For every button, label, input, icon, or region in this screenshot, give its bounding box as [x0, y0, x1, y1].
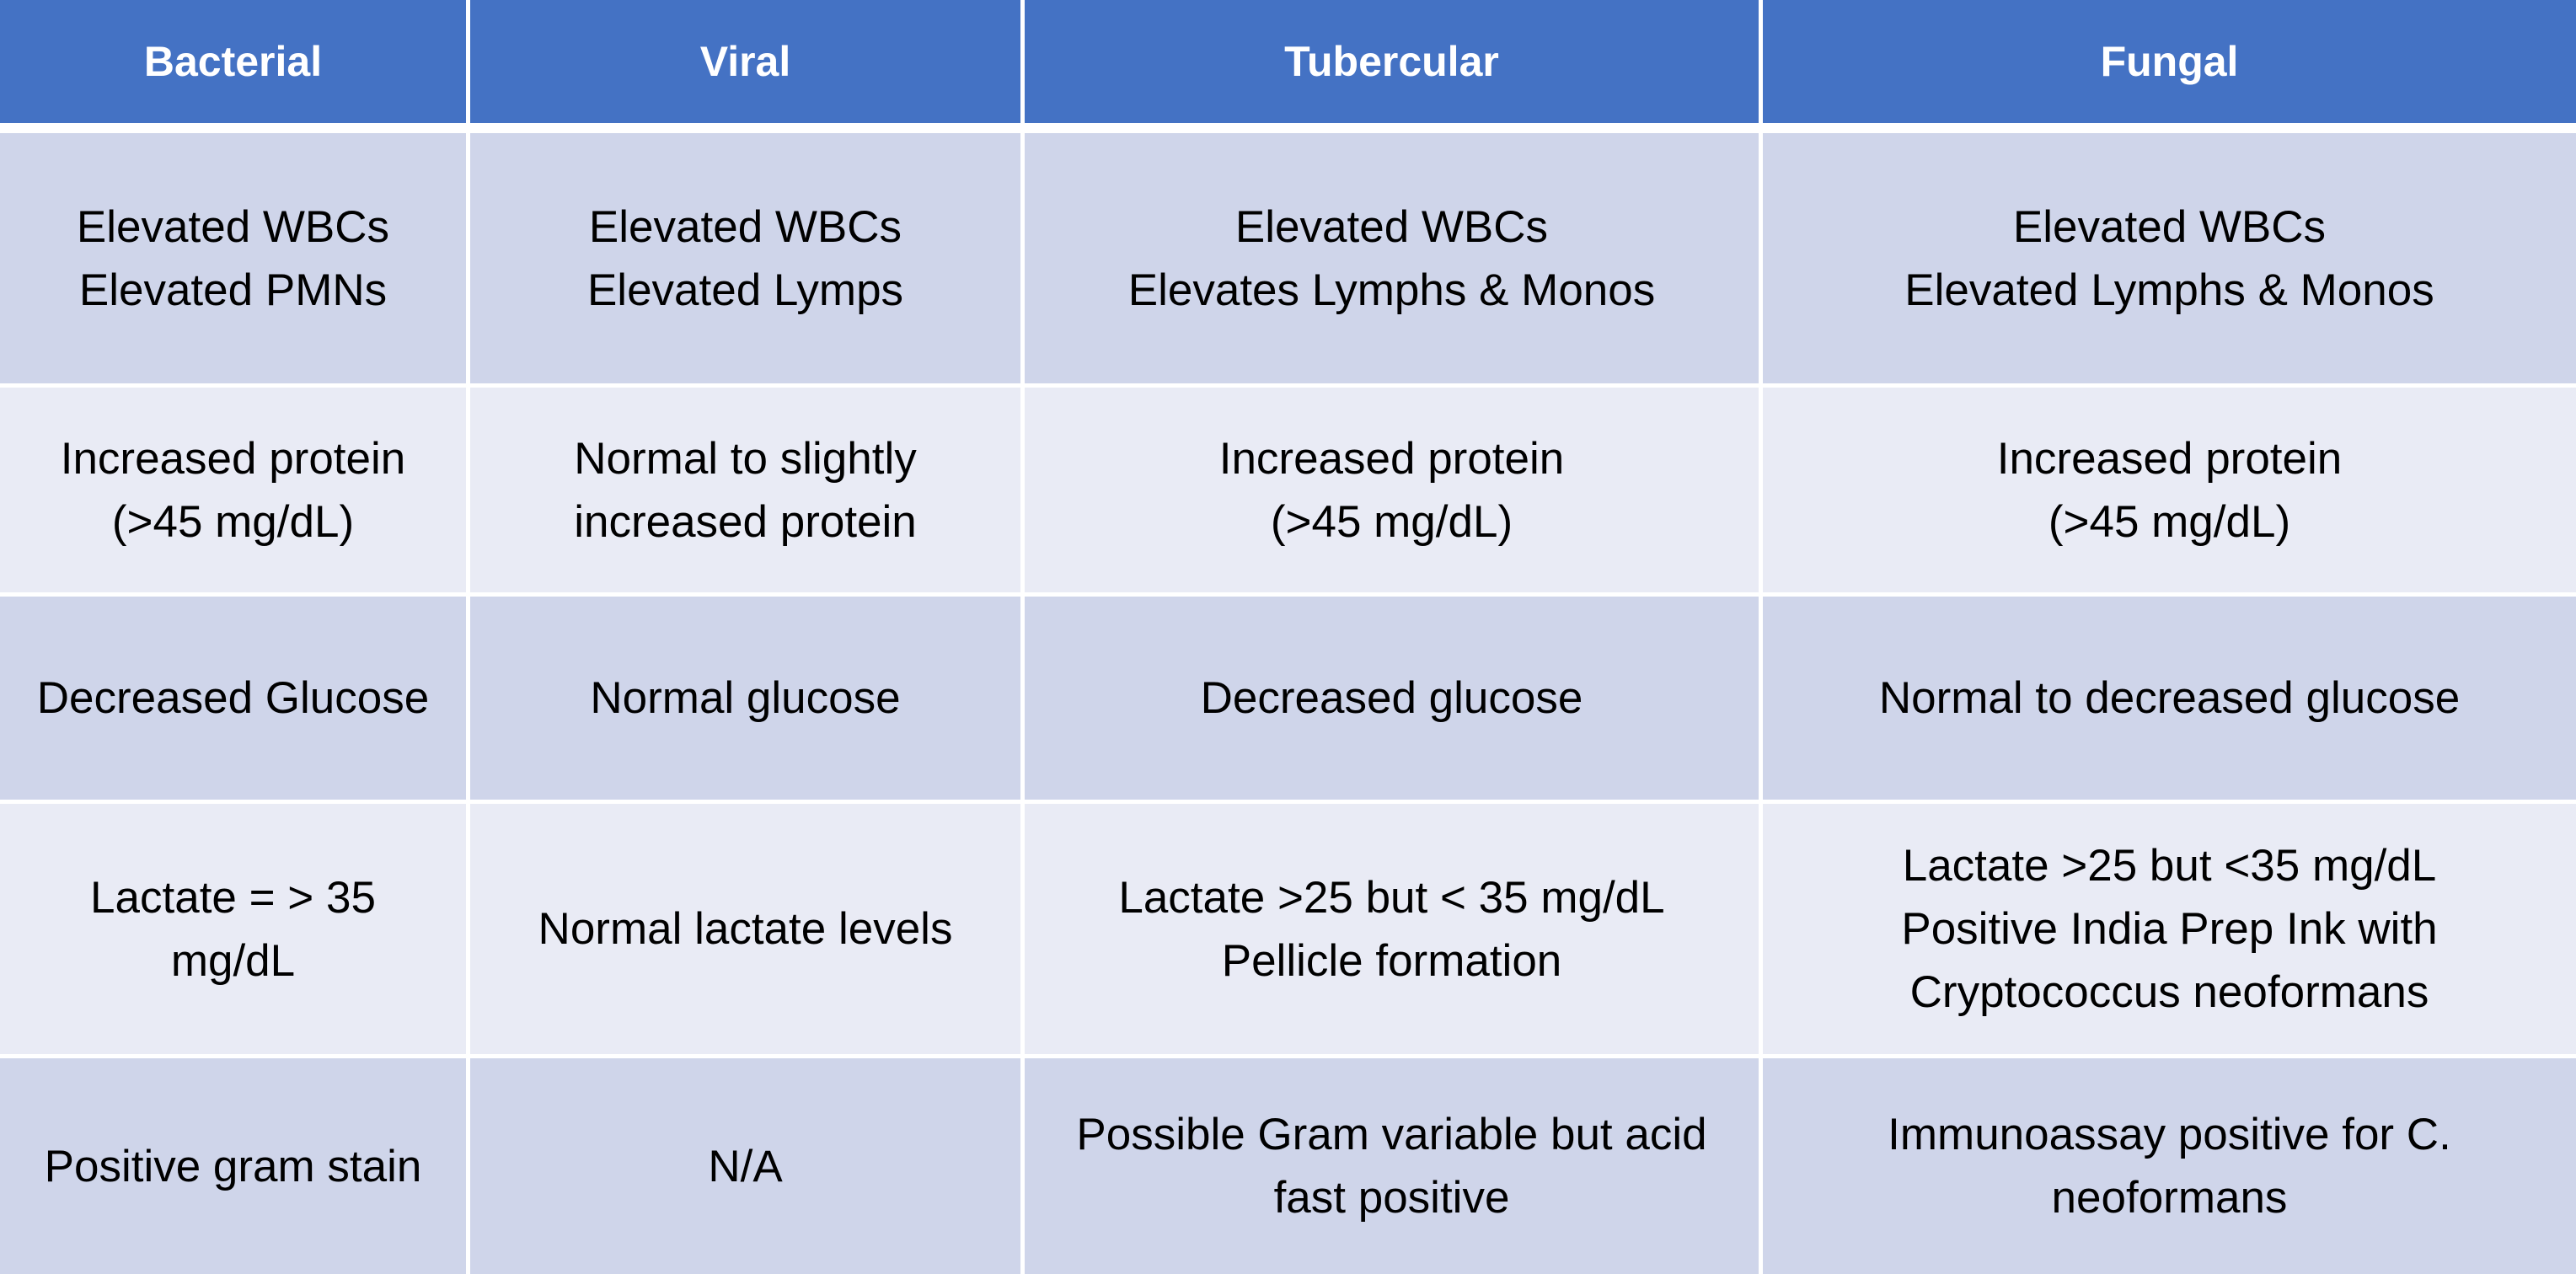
table-cell: Normal to decreased glucose [1763, 597, 2576, 804]
header-fungal: Fungal [1763, 0, 2576, 133]
table-cell: Positive gram stain [0, 1058, 470, 1274]
table-cell: Increased protein (>45 mg/dL) [0, 388, 470, 597]
table-cell: Elevated WBCs Elevated Lymps [470, 133, 1025, 388]
table-cell: Increased protein (>45 mg/dL) [1763, 388, 2576, 597]
table-cell: Normal to slightly increased protein [470, 388, 1025, 597]
header-tubercular: Tubercular [1025, 0, 1763, 133]
table-cell: Lactate = > 35 mg/dL [0, 804, 470, 1058]
table-cell: Increased protein (>45 mg/dL) [1025, 388, 1763, 597]
table-cell: Immunoassay positive for C. neoformans [1763, 1058, 2576, 1274]
table-cell: Lactate >25 but <35 mg/dL Positive India… [1763, 804, 2576, 1058]
table-cell: Elevated WBCs Elevated Lymphs & Monos [1763, 133, 2576, 388]
table-cell: Possible Gram variable but acid fast pos… [1025, 1058, 1763, 1274]
table-cell: Normal lactate levels [470, 804, 1025, 1058]
header-viral: Viral [470, 0, 1025, 133]
table-cell: Normal glucose [470, 597, 1025, 804]
table-cell: Elevated WBCs Elevated PMNs [0, 133, 470, 388]
header-bacterial: Bacterial [0, 0, 470, 133]
table-cell: Lactate >25 but < 35 mg/dL Pellicle form… [1025, 804, 1763, 1058]
table-cell: Decreased glucose [1025, 597, 1763, 804]
table-cell: Elevated WBCs Elevates Lymphs & Monos [1025, 133, 1763, 388]
table-cell: Decreased Glucose [0, 597, 470, 804]
table-cell: N/A [470, 1058, 1025, 1274]
